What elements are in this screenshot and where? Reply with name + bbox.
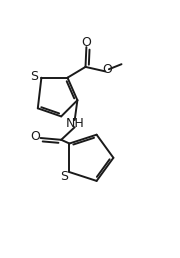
Text: O: O	[82, 36, 91, 49]
Text: O: O	[31, 130, 40, 143]
Text: O: O	[102, 63, 112, 76]
Text: S: S	[30, 70, 38, 83]
Text: S: S	[60, 170, 68, 183]
Text: NH: NH	[65, 117, 84, 131]
